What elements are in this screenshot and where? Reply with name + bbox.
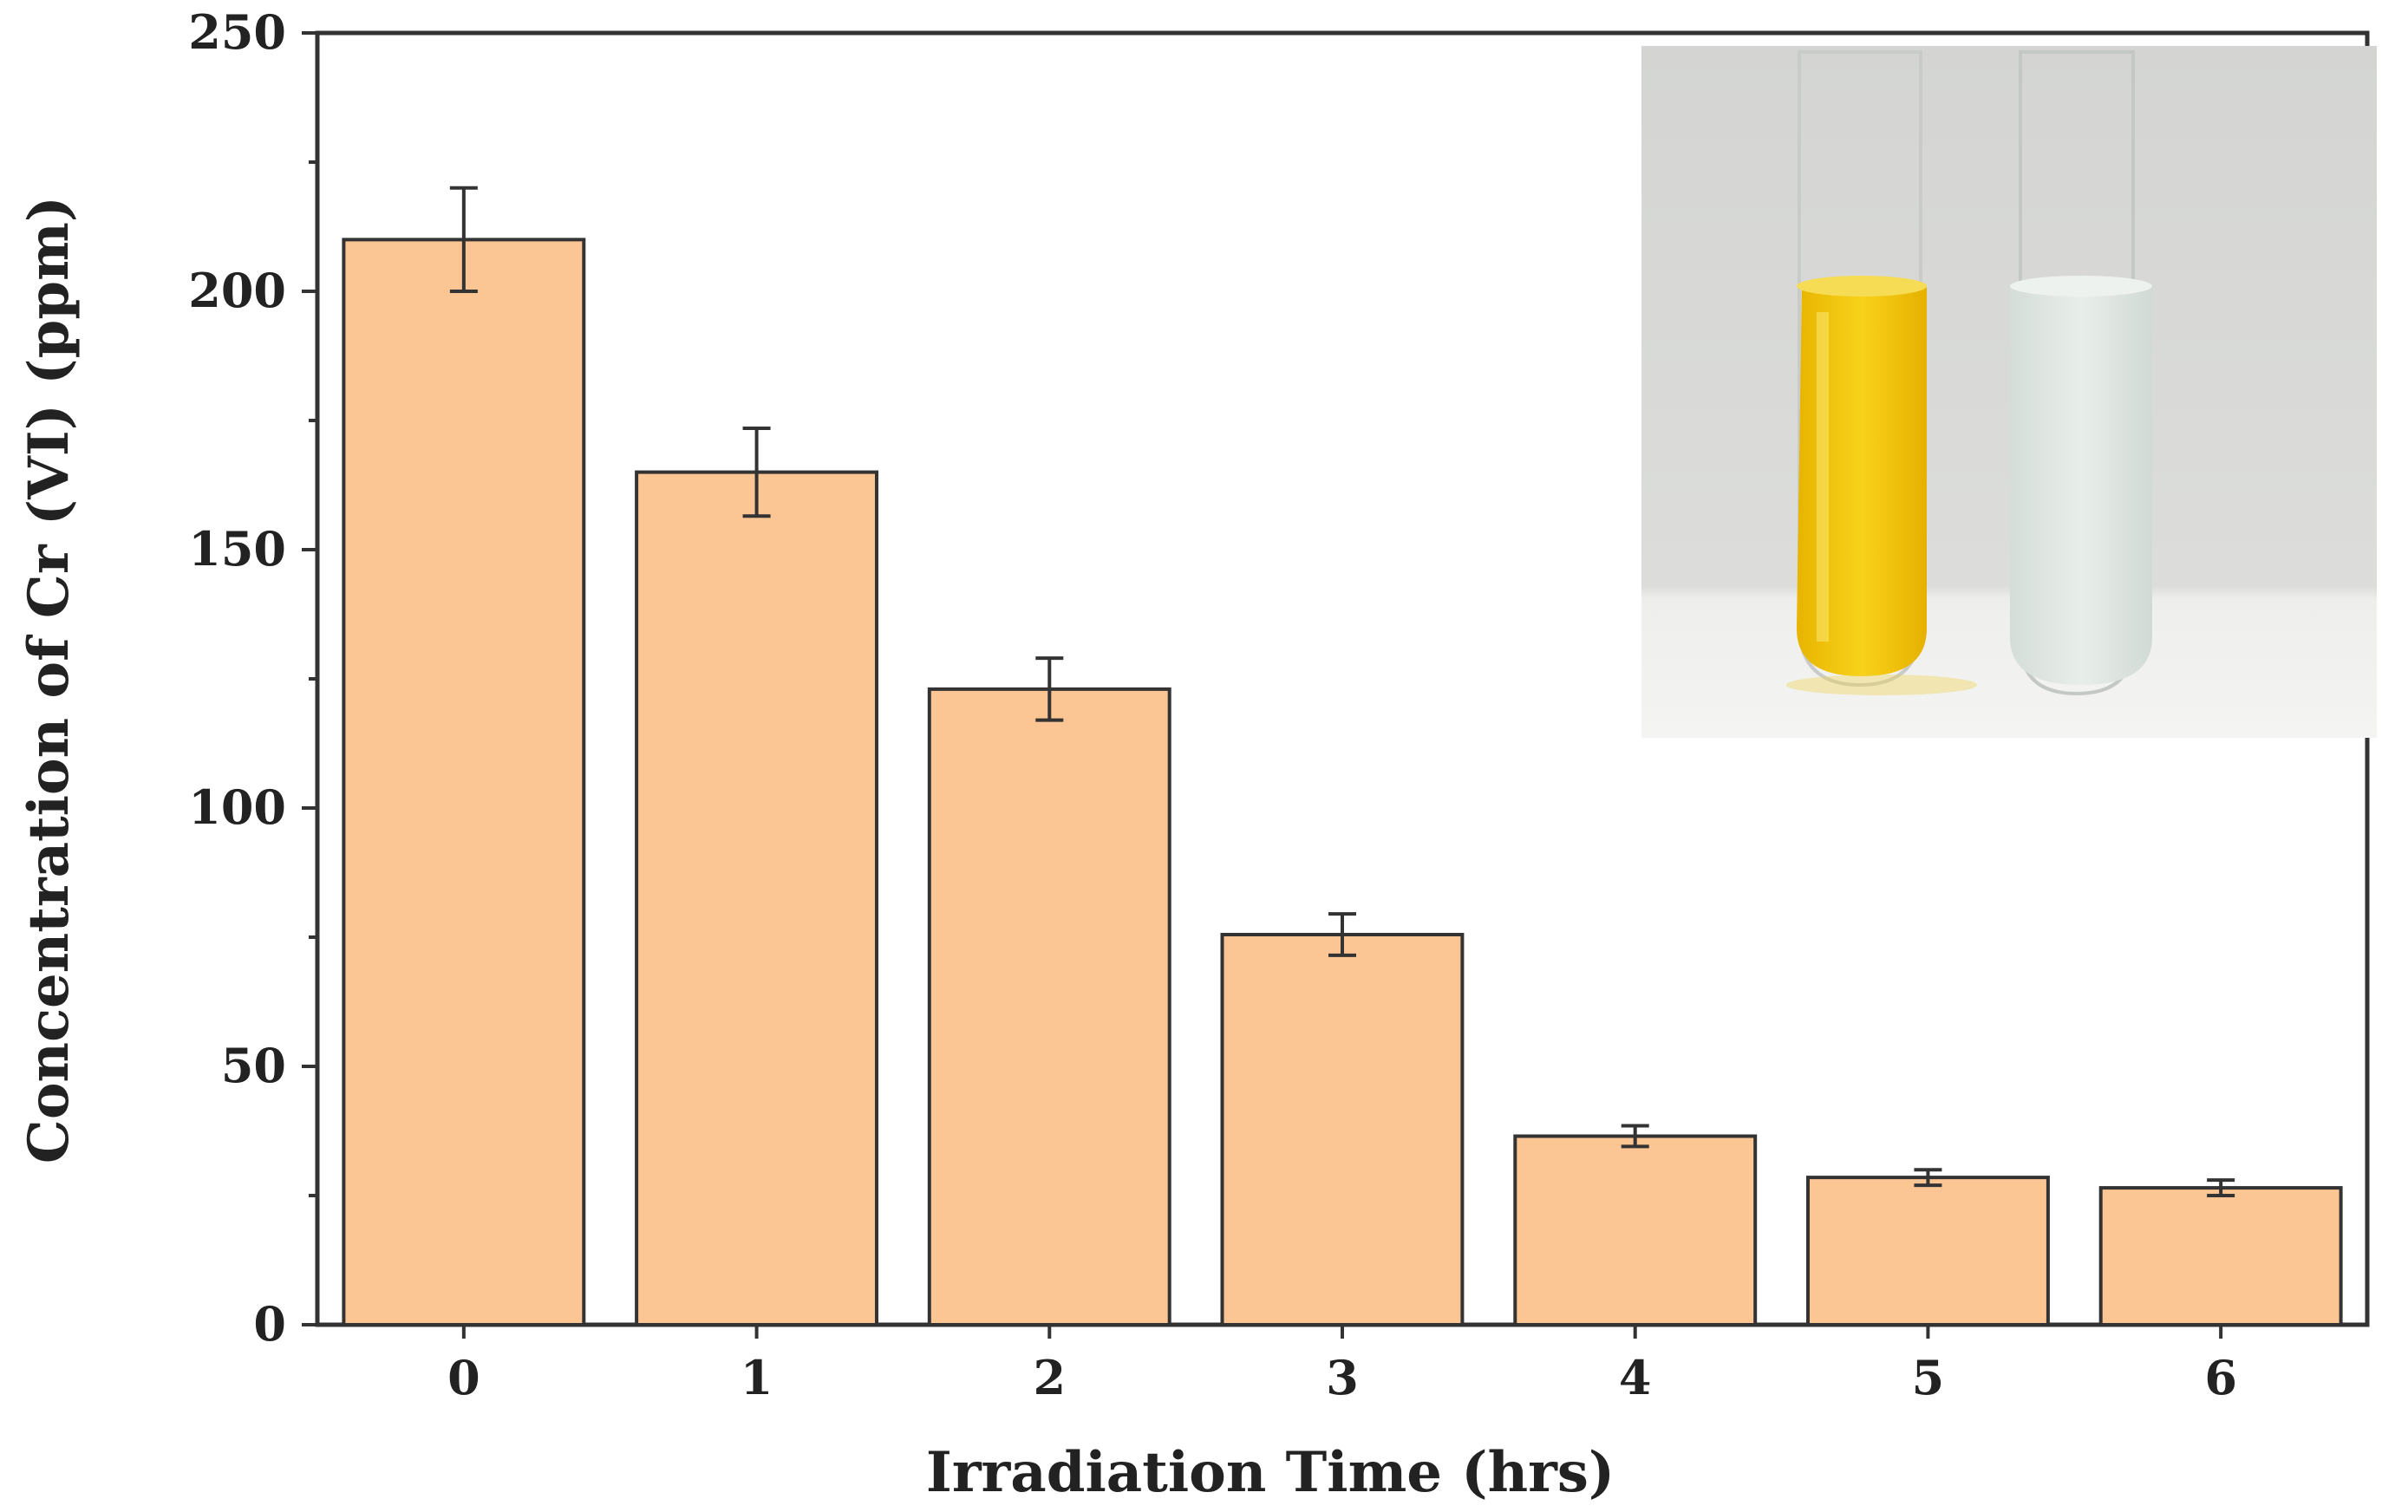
y-axis-title: Concentration of Cr (VI) (ppm) xyxy=(16,196,82,1163)
y-tick-label: 50 xyxy=(221,1038,286,1093)
x-tick-label: 4 xyxy=(1619,1350,1652,1405)
x-axis-ticks: 0 1 2 3 4 5 6 xyxy=(447,1325,2237,1405)
bar-2 xyxy=(927,687,1171,1326)
y-tick-label: 150 xyxy=(188,521,286,577)
bar-4 xyxy=(1513,1134,1758,1326)
error-bar-6 xyxy=(2207,1178,2235,1197)
error-bar-3 xyxy=(1328,912,1356,957)
y-tick-label: 0 xyxy=(253,1296,286,1352)
y-tick-label: 100 xyxy=(188,779,286,835)
bar-3 xyxy=(1220,933,1465,1326)
error-bar-1 xyxy=(742,426,771,518)
y-tick-label: 200 xyxy=(188,263,286,318)
error-bar-4 xyxy=(1621,1124,1649,1149)
x-tick-label: 6 xyxy=(2204,1350,2237,1405)
bar-6 xyxy=(2098,1186,2343,1326)
error-bar-0 xyxy=(449,186,478,293)
error-bar-5 xyxy=(1914,1168,1942,1188)
x-tick-label: 1 xyxy=(741,1350,773,1405)
y-axis-ticks: 0 50 100 150 200 250 xyxy=(188,4,317,1352)
bar-0 xyxy=(342,238,586,1326)
x-axis-title: Irradiation Time (hrs) xyxy=(926,1440,1615,1505)
x-tick-label: 2 xyxy=(1033,1350,1066,1405)
x-tick-label: 3 xyxy=(1326,1350,1359,1405)
bar-5 xyxy=(1806,1176,2050,1326)
bar-1 xyxy=(635,470,878,1326)
x-tick-label: 0 xyxy=(447,1350,480,1405)
x-tick-label: 5 xyxy=(1912,1350,1945,1405)
error-bars-group xyxy=(449,186,2235,1197)
inset-test-tubes-photo-icon xyxy=(1641,46,2377,738)
error-bar-2 xyxy=(1035,656,1064,722)
y-tick-label: 250 xyxy=(188,4,286,60)
